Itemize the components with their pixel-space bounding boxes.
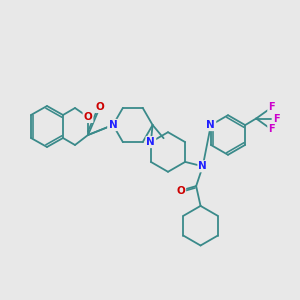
Text: O: O (96, 102, 104, 112)
Text: O: O (176, 185, 185, 196)
Text: N: N (109, 120, 117, 130)
Text: N: N (206, 120, 215, 130)
Text: F: F (268, 103, 275, 112)
Text: F: F (273, 113, 279, 124)
Text: N: N (109, 120, 117, 130)
Text: N: N (198, 161, 207, 171)
Text: F: F (268, 124, 275, 134)
Text: O: O (84, 112, 92, 122)
Text: N: N (109, 120, 117, 130)
Text: N: N (146, 137, 155, 147)
